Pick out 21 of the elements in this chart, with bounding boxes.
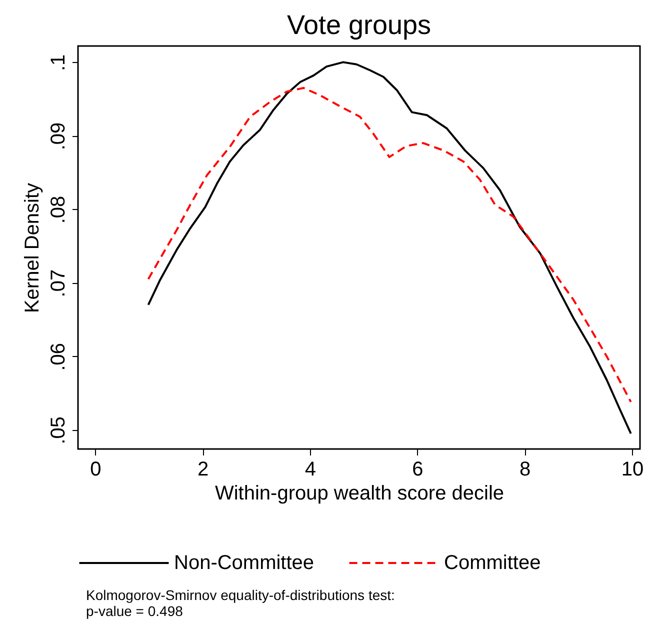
y-tick-label: .06	[48, 342, 70, 371]
x-tick-label: 4	[304, 458, 316, 480]
y-tick-label: .1	[48, 54, 70, 72]
x-tick-label: 2	[197, 458, 209, 480]
x-tick-label: 6	[412, 458, 424, 480]
line-series	[147, 86, 632, 403]
y-tick-label: .05	[48, 416, 70, 444]
y-axis-title: Kernel Density	[22, 182, 44, 314]
y-tick-label: .09	[48, 122, 70, 150]
text: Kolmogorov-Smirnov equality-of-distributions test:	[86, 587, 395, 603]
y-tick-label: .07	[48, 269, 70, 298]
x-tick-label: 8	[520, 458, 531, 480]
text: p-value = 0.498	[86, 603, 184, 619]
x-tick-label: 10	[621, 458, 644, 480]
legend-label: Non-Committee	[174, 552, 314, 574]
y-tick-label: .08	[48, 196, 70, 224]
line-series	[147, 61, 632, 435]
x-tick-label: 0	[90, 458, 102, 480]
chart-title: Vote groups	[286, 10, 432, 40]
legend-label: Committee	[444, 552, 541, 574]
x-axis-title: Within-group wealth score decile	[214, 482, 504, 504]
